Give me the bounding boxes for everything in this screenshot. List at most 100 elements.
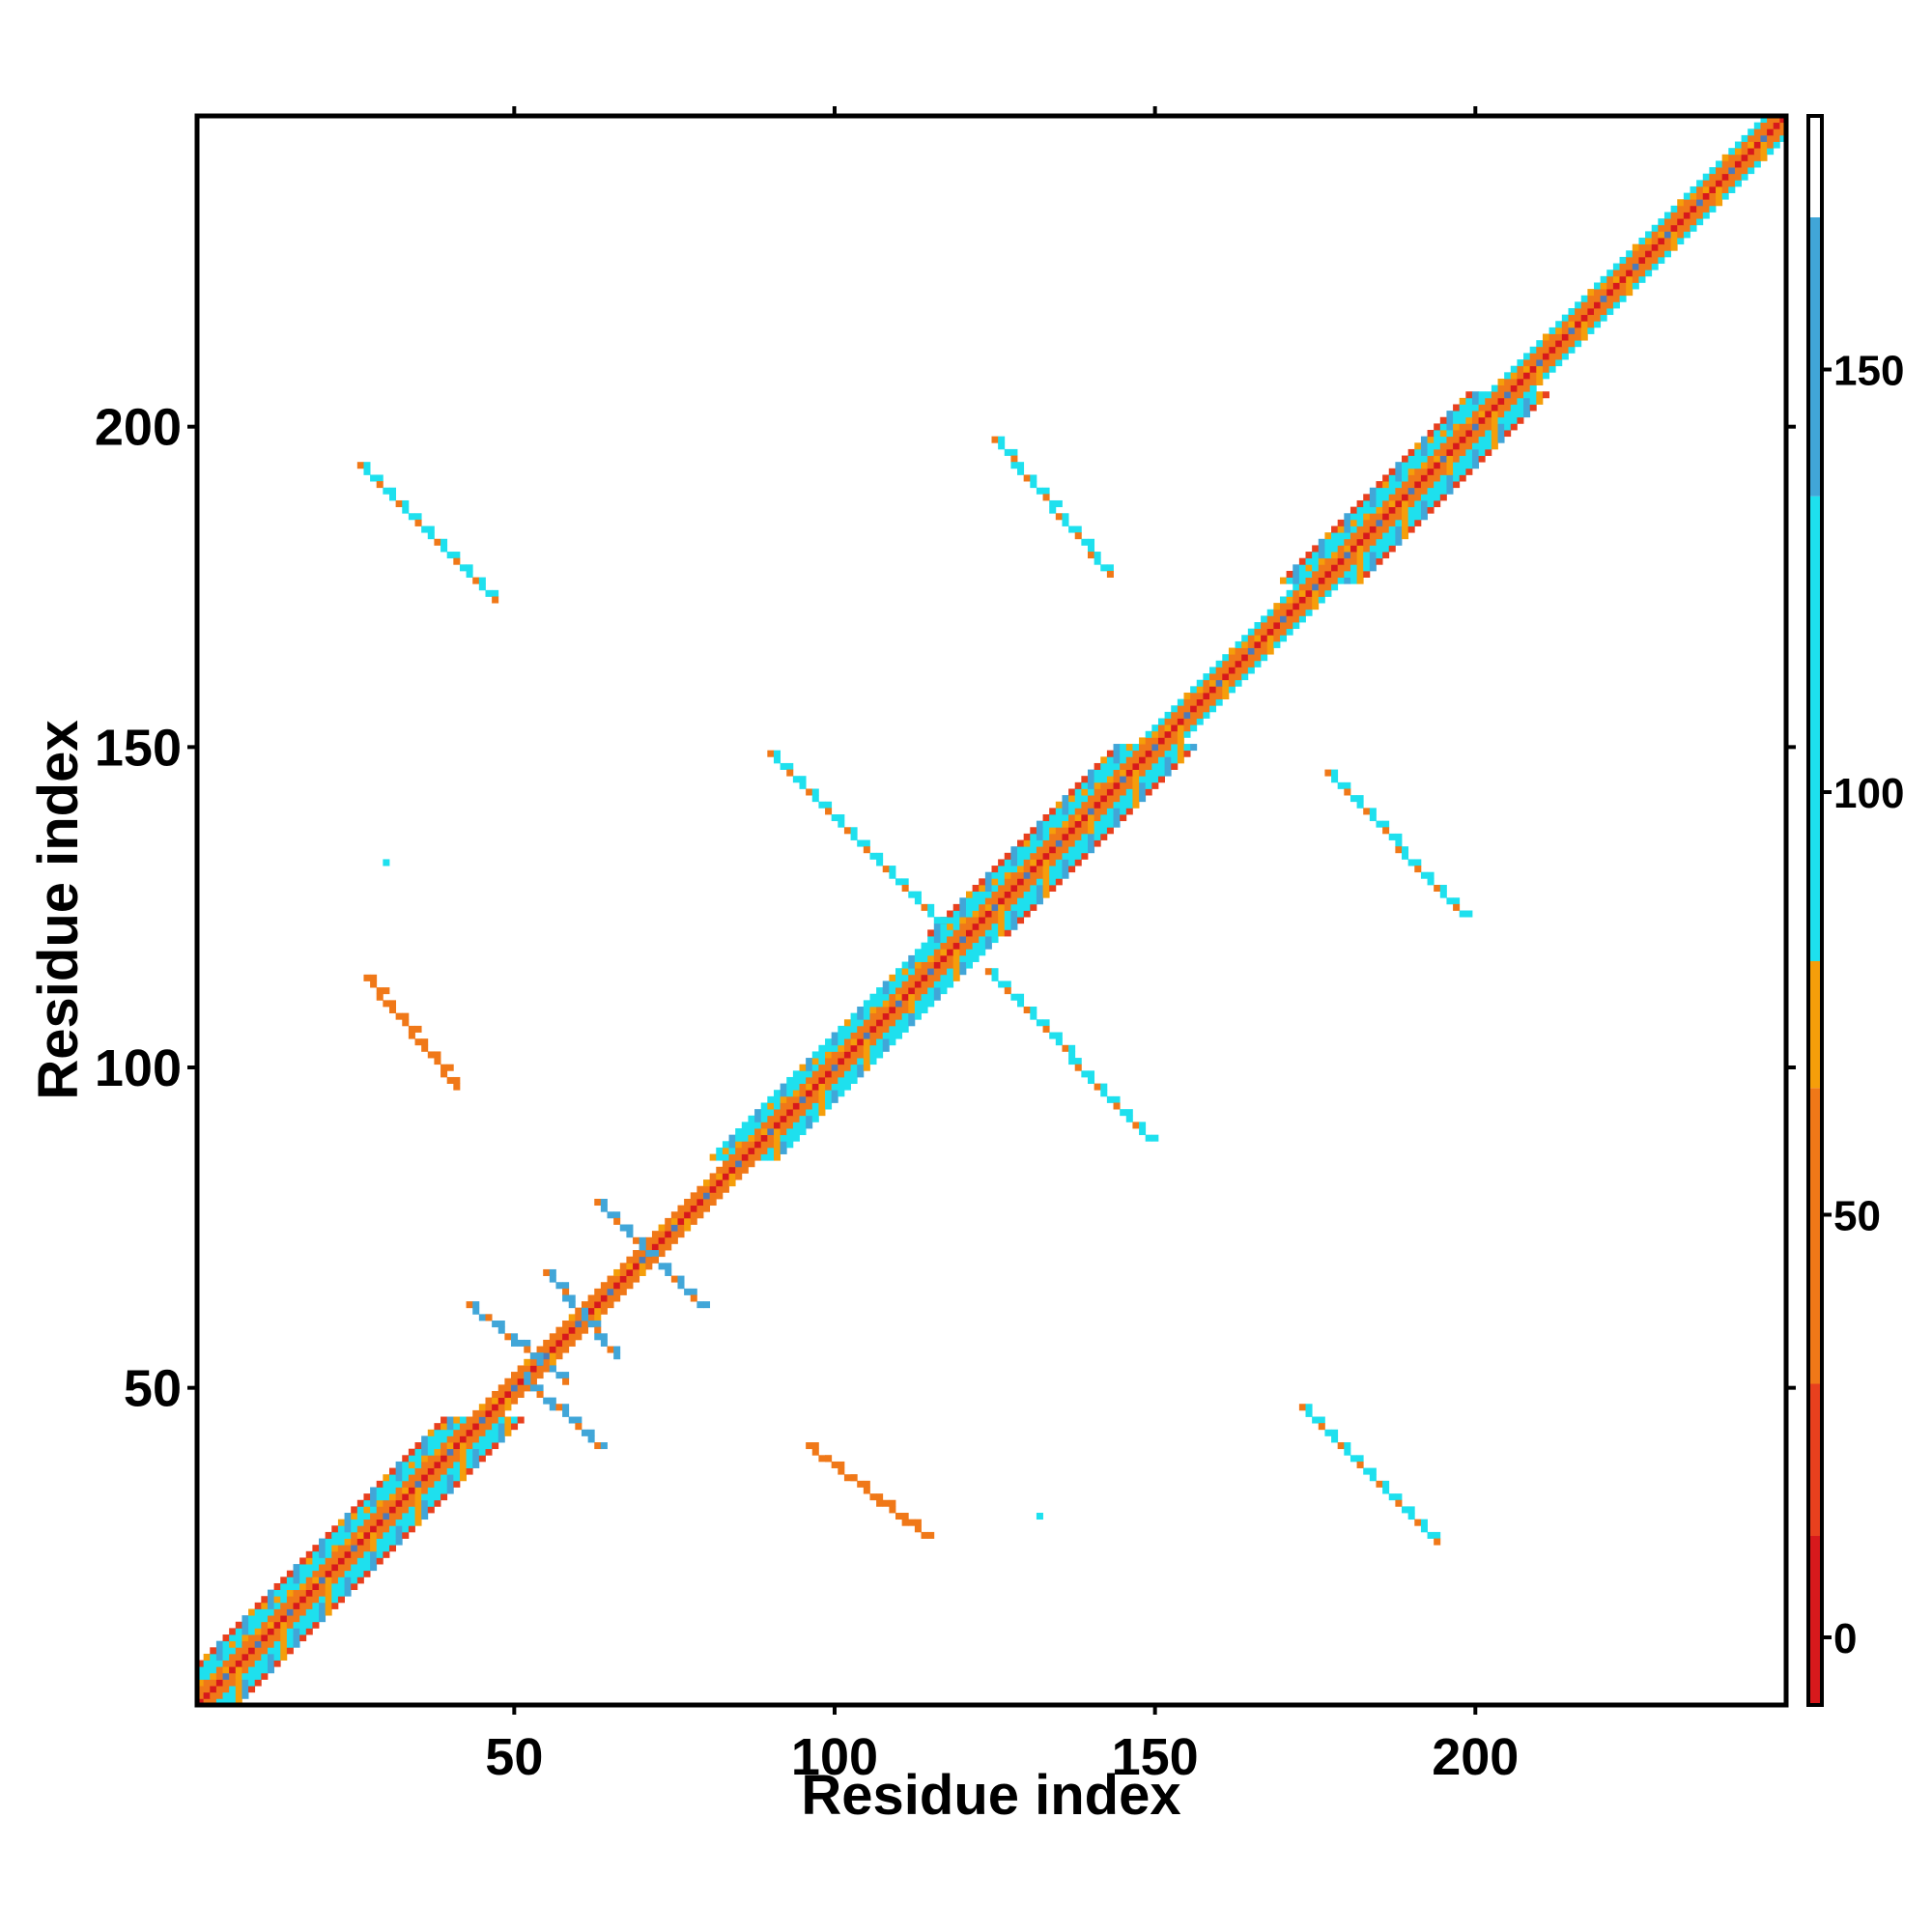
- heatmap-cell: [414, 1506, 422, 1514]
- heatmap-cell: [1548, 327, 1556, 334]
- heatmap-cell: [952, 961, 960, 969]
- heatmap-cell: [1555, 359, 1563, 367]
- heatmap-cell: [1190, 718, 1198, 725]
- heatmap-cell: [1568, 333, 1576, 341]
- heatmap-cell: [575, 1314, 582, 1321]
- heatmap-cell: [1017, 859, 1025, 867]
- heatmap-cell: [1734, 160, 1742, 168]
- heatmap-cell: [1420, 499, 1428, 508]
- heatmap-cell: [1414, 474, 1422, 482]
- heatmap-cell: [1279, 628, 1288, 636]
- heatmap-cell: [1273, 628, 1281, 636]
- heatmap-cell: [984, 910, 992, 918]
- heatmap-cell: [383, 1499, 390, 1507]
- heatmap-cell: [376, 993, 384, 1001]
- heatmap-cell: [1434, 1538, 1441, 1546]
- heatmap-cell: [722, 1166, 729, 1174]
- heatmap-cell: [863, 1480, 870, 1488]
- heatmap-cell: [690, 1198, 697, 1207]
- heatmap-cell: [351, 1582, 358, 1590]
- heatmap-cell: [1010, 846, 1018, 854]
- heatmap-cell: [979, 884, 986, 892]
- heatmap-cell: [1177, 730, 1184, 738]
- heatmap-cell: [1683, 224, 1690, 232]
- heatmap-cell: [1434, 442, 1441, 450]
- heatmap-cell: [767, 1128, 775, 1136]
- heatmap-cell: [1145, 730, 1152, 738]
- heatmap-cell: [1747, 141, 1755, 149]
- heatmap-cell: [312, 1615, 320, 1623]
- heatmap-cell: [267, 1666, 274, 1674]
- heatmap-cell: [1068, 814, 1076, 822]
- heatmap-cell: [1453, 404, 1461, 412]
- heatmap-cell: [1568, 307, 1576, 316]
- heatmap-cell: [1478, 391, 1486, 399]
- heatmap-cell: [1023, 866, 1031, 873]
- heatmap-cell: [722, 1160, 729, 1168]
- heatmap-cell: [1151, 750, 1159, 757]
- heatmap-cell: [843, 1070, 851, 1078]
- heatmap-cell: [383, 1519, 390, 1526]
- heatmap-cell: [1677, 231, 1685, 239]
- heatmap-cell: [222, 1666, 230, 1674]
- heatmap-cell: [1055, 852, 1063, 860]
- heatmap-cell: [921, 903, 928, 911]
- x-tick-label: 200: [1432, 1728, 1519, 1786]
- heatmap-cell: [1344, 570, 1351, 578]
- heatmap-cell: [466, 1435, 473, 1443]
- heatmap-cell: [940, 936, 948, 944]
- heatmap-cell: [383, 1480, 390, 1488]
- heatmap-cell: [1042, 852, 1050, 860]
- heatmap-cell: [1344, 788, 1351, 796]
- heatmap-cell: [639, 1236, 646, 1244]
- heatmap-cell: [1228, 679, 1236, 687]
- heatmap-cell: [825, 1058, 833, 1065]
- heatmap-cell: [1017, 878, 1025, 886]
- heatmap-cell: [1471, 448, 1480, 456]
- heatmap-cell: [1344, 781, 1351, 789]
- heatmap-cell: [344, 1538, 352, 1546]
- heatmap-cell: [524, 1378, 531, 1385]
- heatmap-cell: [786, 1122, 794, 1129]
- heatmap-cell: [1151, 756, 1159, 764]
- heatmap-cell: [210, 1672, 217, 1680]
- heatmap-cell: [1036, 820, 1043, 828]
- heatmap-cell: [908, 993, 916, 1001]
- heatmap-cell: [376, 1545, 384, 1552]
- heatmap-cell: [1510, 378, 1518, 385]
- heatmap-cell: [1753, 154, 1761, 161]
- heatmap-cell: [402, 1012, 410, 1020]
- heatmap-cell: [1036, 1019, 1043, 1027]
- heatmap-cell: [882, 1044, 890, 1052]
- heatmap-cell: [466, 1448, 473, 1456]
- heatmap-cell: [1388, 494, 1396, 501]
- heatmap-cell: [331, 1589, 339, 1597]
- heatmap-cell: [453, 1461, 461, 1468]
- heatmap-cell: [1203, 673, 1210, 681]
- heatmap-cell: [1728, 173, 1736, 181]
- heatmap-cell: [786, 1090, 794, 1097]
- heatmap-cell: [1779, 134, 1787, 142]
- heatmap-cell: [850, 1474, 858, 1482]
- heatmap-cell: [876, 1032, 884, 1039]
- heatmap-cell: [293, 1589, 300, 1597]
- heatmap-cell: [1555, 327, 1563, 334]
- heatmap-cell: [517, 1378, 525, 1385]
- heatmap-cell: [1619, 289, 1627, 297]
- heatmap-cell: [1376, 538, 1383, 546]
- heatmap-cell: [1645, 270, 1653, 277]
- heatmap-cell: [722, 1147, 729, 1154]
- heatmap-cell: [1004, 910, 1011, 918]
- heatmap-cell: [434, 1455, 441, 1463]
- heatmap-cell: [806, 1095, 813, 1103]
- heatmap-cell: [792, 1115, 800, 1122]
- heatmap-cell: [280, 1628, 288, 1635]
- heatmap-cell: [203, 1686, 211, 1693]
- heatmap-cell: [1453, 462, 1461, 469]
- heatmap-cell: [248, 1628, 256, 1635]
- heatmap-cell: [850, 1058, 858, 1065]
- heatmap-cell: [825, 1102, 833, 1110]
- heatmap-cell: [1773, 122, 1780, 129]
- colorbar-tick-label: 100: [1833, 770, 1904, 817]
- heatmap-cell: [370, 1525, 378, 1533]
